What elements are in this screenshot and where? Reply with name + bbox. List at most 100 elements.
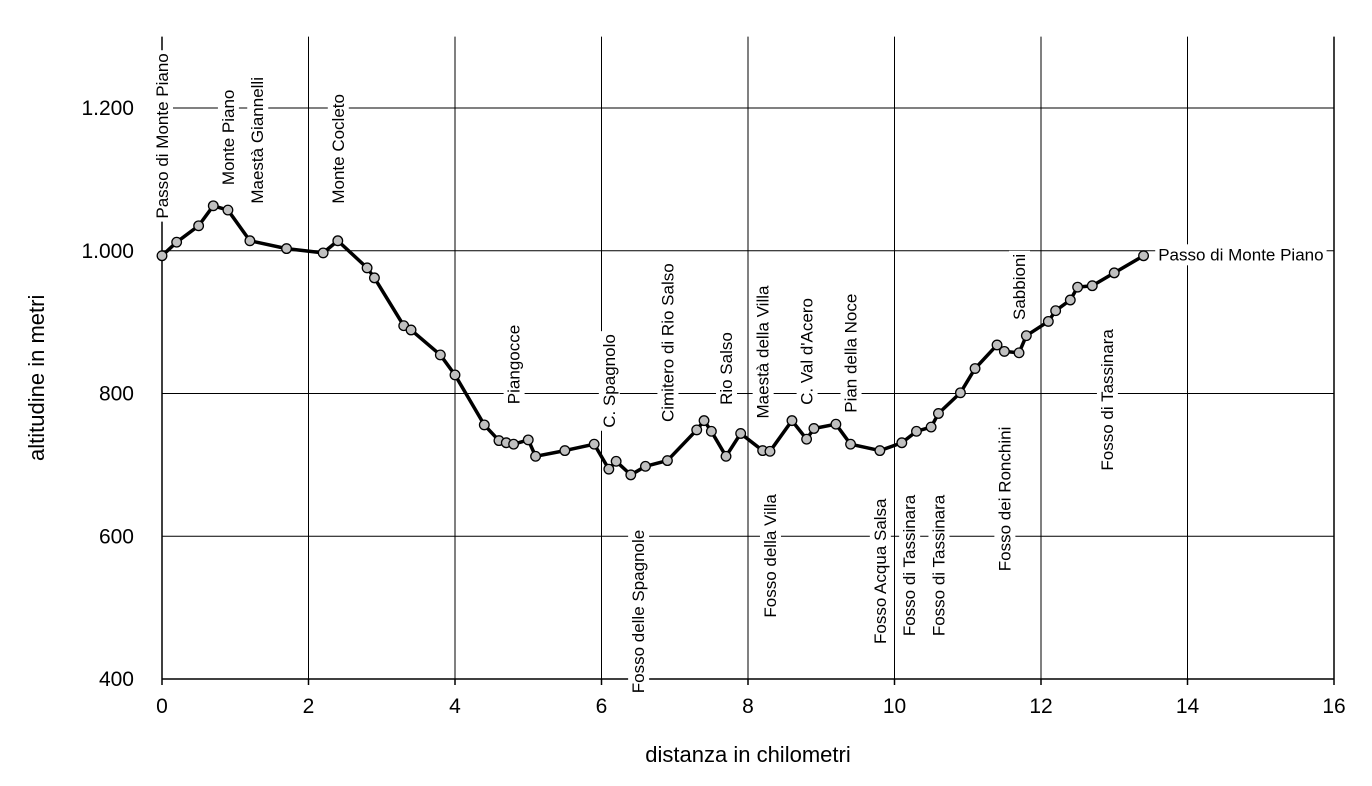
place-label-background	[752, 282, 774, 422]
data-point	[332, 235, 344, 247]
data-point	[434, 349, 446, 361]
data-point	[1042, 315, 1054, 327]
place-label-text: Fosso dei Ronchini	[995, 427, 1014, 572]
place-label-text: Rio Salso	[717, 332, 736, 405]
data-point	[1086, 280, 1098, 292]
place-label-background	[759, 490, 781, 621]
data-point	[559, 445, 571, 457]
place-label: C. Val d'Acero	[796, 295, 818, 408]
x-axis-ticks: 0 2 4 6 8 10 12 14 16	[156, 679, 1346, 718]
data-point	[508, 438, 520, 450]
x-tick-label: 14	[1176, 695, 1200, 718]
data-point	[954, 387, 966, 399]
data-point	[610, 455, 622, 467]
x-tick-label: 6	[596, 695, 608, 718]
data-point	[405, 324, 417, 336]
data-point	[625, 469, 637, 481]
place-label-text: Sabbioni	[1010, 254, 1029, 320]
data-point	[171, 236, 183, 248]
data-point	[1013, 347, 1025, 359]
data-point	[244, 235, 256, 247]
x-tick-label: 10	[883, 695, 906, 718]
place-label-background	[1155, 244, 1327, 266]
place-label-background	[1096, 325, 1118, 474]
place-label-text: C. Spagnolo	[600, 334, 619, 428]
data-point	[1064, 294, 1076, 306]
x-tick-label: 12	[1029, 695, 1052, 718]
place-label: Passo di Monte Piano	[1155, 244, 1327, 266]
data-point	[764, 445, 776, 457]
x-tick-label: 2	[303, 695, 315, 718]
y-tick-label: 400	[99, 668, 134, 691]
place-label: Fosso Acqua Salsa	[869, 494, 891, 648]
place-label-text: Fosso delle Spagnole	[629, 530, 648, 694]
elevation-series	[156, 200, 1150, 481]
y-tick-label: 600	[99, 525, 134, 548]
place-label-text: Cimitero di Rio Salso	[658, 263, 677, 422]
data-point	[368, 272, 380, 284]
place-label-background	[152, 50, 173, 222]
place-label-background	[628, 526, 650, 697]
data-point	[222, 204, 234, 216]
data-point	[735, 428, 747, 439]
data-point	[925, 421, 937, 433]
place-label-text: Monte Cocleto	[329, 94, 348, 204]
data-point	[207, 200, 219, 212]
data-point	[281, 243, 292, 255]
data-point	[874, 445, 886, 457]
place-label-background	[247, 74, 269, 207]
place-label-text: Pian della Noce	[842, 294, 861, 413]
place-label-background	[1009, 250, 1031, 323]
place-label-text: Fosso di Tassinara	[929, 494, 948, 636]
data-point	[661, 455, 673, 467]
place-label-text: Monte Piano	[219, 90, 238, 185]
place-label-background	[869, 494, 891, 648]
place-label-background	[840, 290, 862, 416]
place-label: Maestà della Villa	[752, 282, 774, 422]
place-label: Fosso di Tassinara	[899, 491, 921, 640]
data-point	[830, 418, 842, 430]
x-tick-label: 0	[156, 695, 168, 718]
data-point	[1138, 250, 1150, 262]
place-label: Sabbioni	[1009, 250, 1031, 323]
x-tick-label: 4	[449, 695, 461, 718]
data-point	[1072, 281, 1084, 293]
place-label-background	[327, 91, 349, 207]
place-label-background	[503, 321, 525, 408]
data-point	[998, 345, 1010, 357]
place-label-text: Fosso Acqua Salsa	[871, 498, 890, 644]
place-label: Piangocce	[503, 321, 525, 408]
data-point	[478, 419, 490, 431]
data-point	[640, 460, 651, 472]
place-label-background	[657, 260, 679, 426]
data-point	[530, 450, 542, 462]
data-point	[691, 424, 703, 436]
place-label: Passo di Monte Piano	[152, 50, 173, 222]
place-label: Monte Piano	[217, 86, 239, 189]
place-label-text: C. Val d'Acero	[798, 298, 817, 405]
place-label: Fosso dei Ronchini	[994, 423, 1016, 575]
data-point	[449, 369, 461, 381]
place-label-text: Fosso della Villa	[761, 494, 780, 618]
place-label: Fosso di Tassinara	[1096, 325, 1118, 474]
place-label-background	[994, 423, 1016, 575]
data-point	[698, 415, 710, 427]
place-label-text: Passo di Monte Piano	[1158, 245, 1323, 264]
place-label-background	[796, 295, 818, 408]
x-tick-label: 16	[1322, 695, 1345, 718]
data-point	[991, 339, 1003, 351]
place-label: Fosso delle Spagnole	[628, 526, 650, 697]
data-point	[801, 433, 813, 445]
data-point	[522, 434, 534, 446]
data-point	[588, 438, 600, 450]
x-axis-label: distanza in chilometri	[645, 742, 850, 767]
data-point	[317, 247, 329, 259]
y-axis-ticks: 400 600 800 1.000 1.200	[81, 97, 134, 691]
data-point	[896, 437, 908, 449]
place-label-background	[716, 329, 738, 408]
y-tick-label: 800	[99, 383, 134, 406]
data-point	[156, 250, 168, 262]
data-point	[720, 450, 732, 462]
data-point	[845, 438, 857, 450]
place-label-text: Fosso di Tassinara	[1098, 329, 1117, 471]
